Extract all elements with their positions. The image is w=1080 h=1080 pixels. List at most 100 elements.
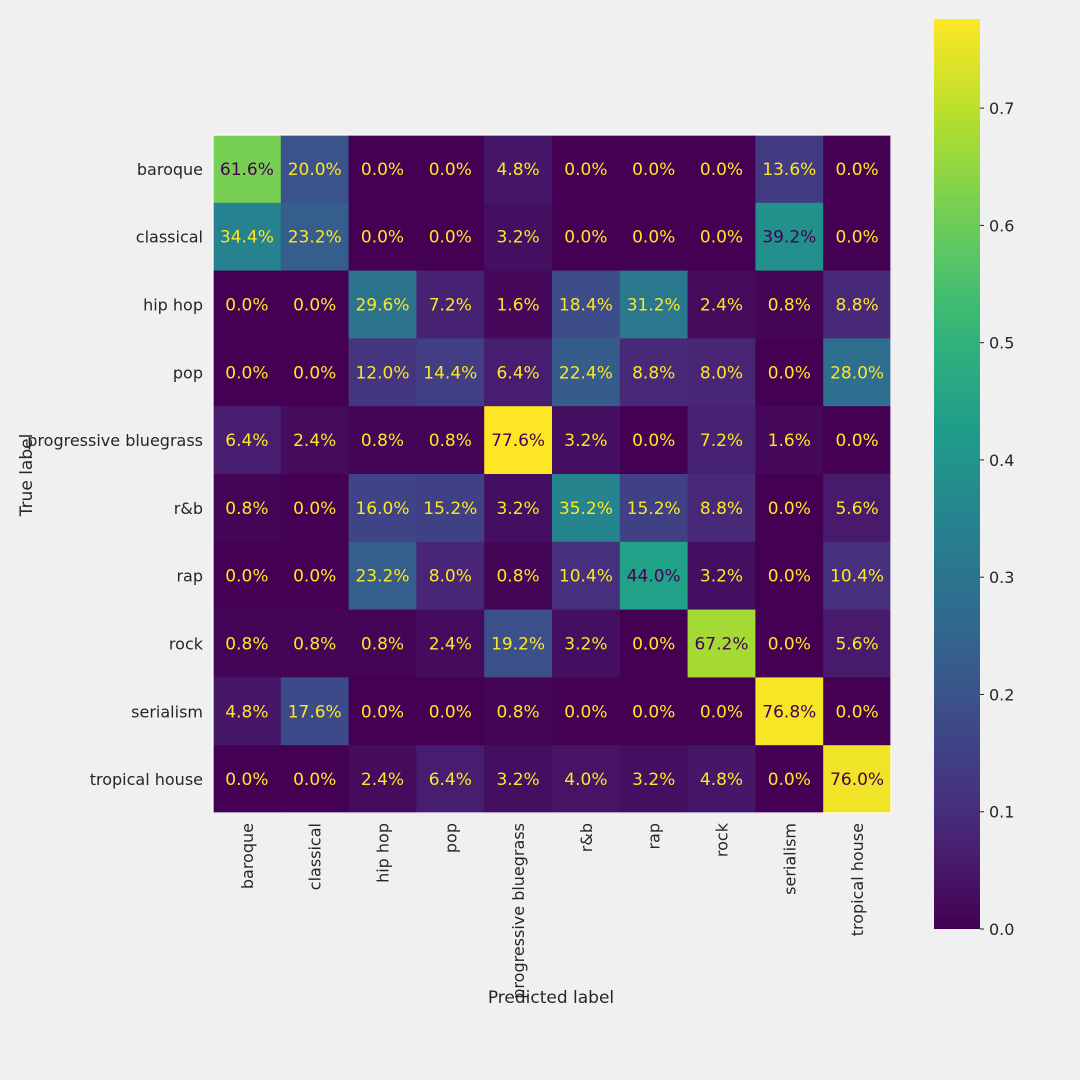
- cell-value-label: 7.2%: [429, 296, 472, 316]
- cell-value-label: 2.4%: [293, 431, 336, 451]
- heatmap-cell: [687, 270, 756, 339]
- cell-value-label: 0.0%: [293, 770, 336, 790]
- colorbar-tick-label: 0.5: [989, 334, 1014, 353]
- heatmap-cell: [484, 270, 553, 339]
- heatmap-cell: [823, 541, 892, 611]
- cell-value-label: 0.0%: [225, 770, 268, 790]
- x-tick-label: progressive bluegrass: [509, 823, 528, 999]
- heatmap-cell: [213, 609, 282, 678]
- cell-value-label: 0.0%: [835, 228, 878, 248]
- cell-value-label: 0.8%: [429, 431, 472, 451]
- x-tick-label: tropical house: [848, 823, 867, 936]
- y-tick-label: hip hop: [143, 296, 203, 315]
- colorbar-tick-label: 0.7: [989, 99, 1014, 118]
- heatmap-cell: [280, 202, 350, 272]
- cell-value-label: 0.8%: [496, 567, 539, 587]
- cell-value-label: 10.4%: [830, 567, 884, 587]
- plot-area: 61.6% 20.0% 0.0% 0.0% 4.8% 0.0% 0.0% 0.0% 13.6% 0…: [212, 134, 892, 814]
- cell-value-label: 3.2%: [496, 499, 539, 519]
- heatmap-cell: [619, 677, 689, 746]
- y-axis-label: True label: [17, 434, 37, 518]
- colorbar: 0.0 0.1 0.2 0.3 0.4 0.5 0.6 0.7: [934, 19, 1014, 939]
- cell-value-label: 8.0%: [429, 567, 472, 587]
- heatmap-cell: [280, 406, 350, 475]
- x-tick-label: hip hop: [374, 823, 393, 883]
- heatmap-cell: [552, 745, 621, 814]
- heatmap-cell: [755, 609, 824, 678]
- y-tick-label: serialism: [131, 702, 203, 721]
- cell-value-label: 29.6%: [355, 296, 409, 316]
- cell-value-label: 0.0%: [632, 702, 675, 722]
- heatmap-cell: [280, 541, 350, 611]
- cell-value-label: 35.2%: [559, 499, 613, 519]
- heatmap-cell: [755, 474, 824, 543]
- cell-value-label: 17.6%: [288, 702, 342, 722]
- heatmap-cell: [755, 677, 824, 746]
- heatmap-cell: [619, 541, 689, 611]
- cell-value-label: 0.0%: [632, 228, 675, 248]
- cell-value-label: 0.0%: [429, 228, 472, 248]
- heatmap-cell: [416, 270, 485, 339]
- heatmap-cell: [619, 338, 689, 407]
- heatmap-cell: [213, 135, 282, 204]
- heatmap-cell: [823, 202, 892, 272]
- x-tick-label: serialism: [780, 823, 799, 895]
- cell-value-label: 0.0%: [700, 160, 743, 180]
- cell-value-label: 23.2%: [288, 228, 342, 248]
- cell-value-label: 0.0%: [293, 567, 336, 587]
- cell-value-label: 4.0%: [564, 770, 607, 790]
- cell-value-label: 0.0%: [700, 228, 743, 248]
- cell-value-label: 0.0%: [768, 567, 811, 587]
- cell-value-label: 14.4%: [423, 363, 477, 383]
- y-tick-label: rap: [176, 567, 203, 586]
- cell-value-label: 12.0%: [355, 363, 409, 383]
- heatmap-cell: [213, 406, 282, 475]
- heatmap-cell: [213, 270, 282, 339]
- cell-value-label: 28.0%: [830, 363, 884, 383]
- heatmap-cell: [213, 745, 282, 814]
- heatmap-cell: [552, 474, 621, 543]
- cell-value-label: 7.2%: [700, 431, 743, 451]
- heatmap-cell: [280, 677, 350, 746]
- cell-value-label: 0.0%: [225, 296, 268, 316]
- colorbar-gradient: [934, 19, 980, 929]
- y-tick-label: rock: [169, 635, 204, 654]
- cell-value-label: 3.2%: [564, 431, 607, 451]
- heatmap-cell: [348, 609, 417, 678]
- cell-value-label: 15.2%: [423, 499, 477, 519]
- heatmap-cell: [416, 541, 485, 611]
- cell-value-label: 23.2%: [355, 567, 409, 587]
- heatmap-cell: [213, 474, 282, 543]
- cell-value-label: 16.0%: [355, 499, 409, 519]
- colorbar-tick-label: 0.6: [989, 216, 1014, 235]
- heatmap-cell: [416, 406, 485, 475]
- heatmap-cell: [823, 609, 892, 678]
- cell-value-label: 0.8%: [496, 702, 539, 722]
- cell-value-label: 4.8%: [225, 702, 268, 722]
- heatmap-cell: [484, 609, 553, 678]
- cell-value-label: 4.8%: [496, 160, 539, 180]
- x-tick-label: pop: [441, 823, 460, 853]
- heatmap-cell: [484, 474, 553, 543]
- heatmap-cell: [755, 406, 824, 475]
- heatmap-cell: [416, 202, 485, 272]
- cell-value-label: 6.4%: [429, 770, 472, 790]
- heatmap-cell: [213, 338, 282, 407]
- heatmap-cell: [416, 609, 485, 678]
- cell-value-label: 1.6%: [496, 296, 539, 316]
- colorbar-tick-label: 0.2: [989, 685, 1014, 704]
- heatmap-cell: [484, 202, 553, 272]
- x-tick-label: classical: [306, 823, 325, 890]
- cell-value-label: 4.8%: [700, 770, 743, 790]
- cell-value-label: 3.2%: [632, 770, 675, 790]
- cell-value-label: 76.8%: [762, 702, 816, 722]
- cell-value-label: 8.8%: [700, 499, 743, 519]
- heatmap-cell: [416, 474, 485, 543]
- cell-value-label: 0.0%: [429, 160, 472, 180]
- heatmap-cell: [619, 474, 689, 543]
- x-tick-label: rap: [645, 823, 664, 850]
- cell-value-label: 31.2%: [627, 296, 681, 316]
- cell-value-label: 0.8%: [361, 635, 404, 655]
- x-tick-label: rock: [713, 822, 732, 857]
